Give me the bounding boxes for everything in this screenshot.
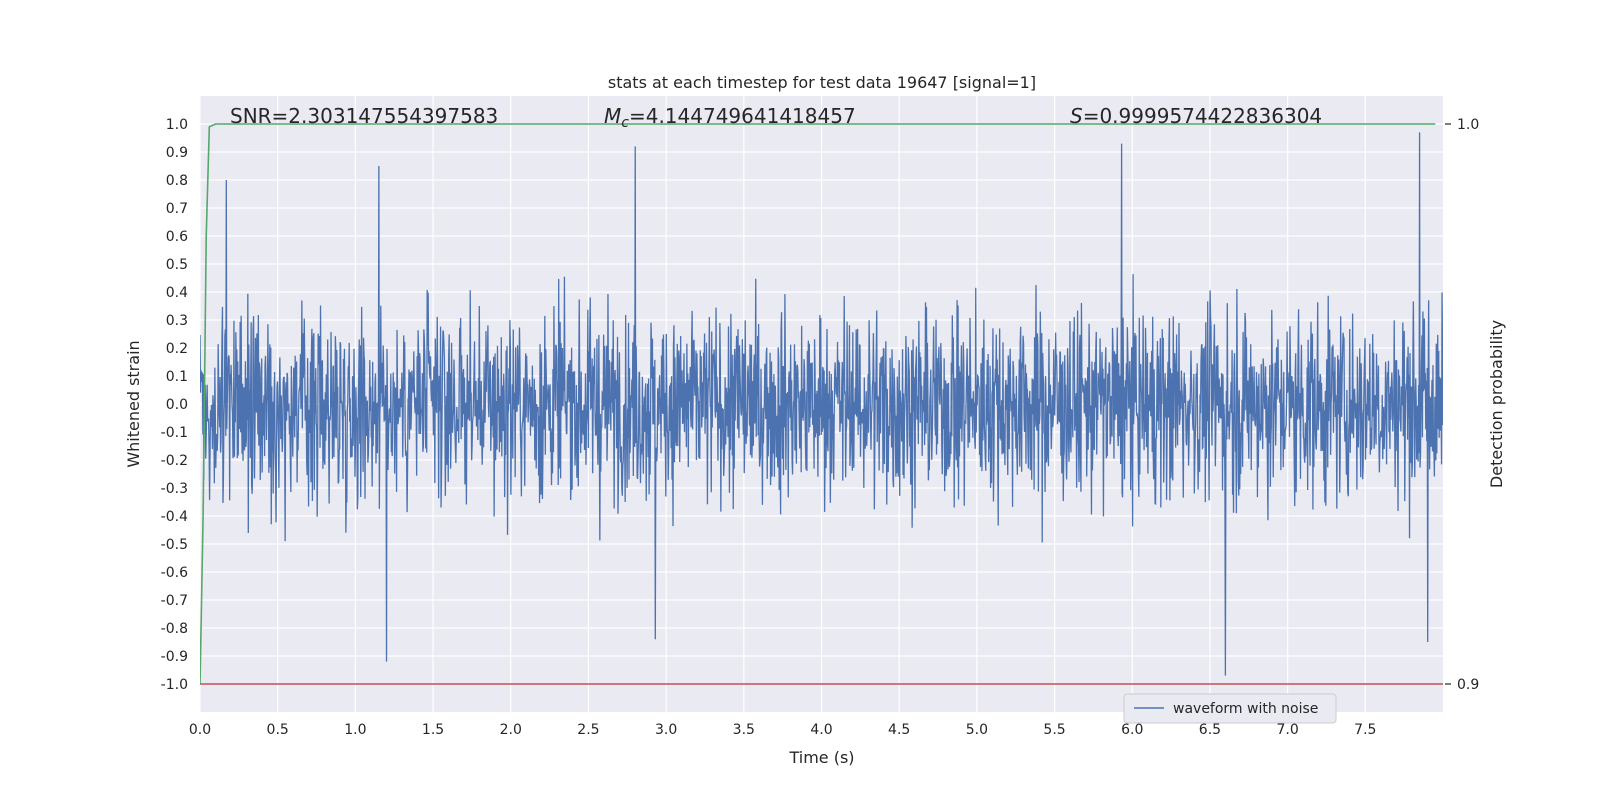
y2-axis-ticks: 1.0 0.9 [1445,117,1479,693]
x-tick-label: 5.0 [966,722,988,738]
s-annotation: S=0.9999574422836304 [1070,104,1322,128]
y-tick-label: 0.2 [166,341,188,357]
chart-title: stats at each timestep for test data 196… [608,73,1036,92]
legend: waveform with noise [1123,693,1337,724]
y-tick-label: -0.7 [161,593,188,609]
y-tick-label: 0.1 [166,369,188,385]
y-tick-label: 0.6 [166,229,188,245]
y-tick-label: 1.0 [166,117,188,133]
y-tick-label: -0.9 [161,649,188,665]
y-tick-label: -0.8 [161,621,188,637]
x-tick-label: 4.0 [810,722,832,738]
snr-annotation: SNR=2.303147554397583 [230,104,498,128]
y2-axis-label: Detection probability [1487,320,1506,488]
y-tick-label: -0.3 [161,481,188,497]
s-value: =0.9999574422836304 [1083,104,1322,128]
y-tick-label: -0.6 [161,565,188,581]
y2-tick-label: 1.0 [1457,117,1479,133]
x-tick-label: 6.5 [1199,722,1221,738]
chirp-mass-value: =4.144749641418457 [629,104,856,128]
y-tick-label: -0.5 [161,537,188,553]
x-tick-label: 1.0 [344,722,366,738]
chirp-mass-annotation: Mc=4.144749641418457 [604,104,856,131]
x-tick-label: 7.5 [1354,722,1376,738]
y-tick-label: 0.5 [166,257,188,273]
y-tick-label: 0.4 [166,285,188,301]
x-tick-label: 0.5 [267,722,289,738]
legend-label-waveform: waveform with noise [1173,701,1318,717]
x-axis-label: Time (s) [788,748,854,767]
detection-probability-line [200,123,1436,685]
y-tick-label: -1.0 [161,677,188,693]
y-tick-label: -0.1 [161,425,188,441]
x-tick-label: 2.5 [577,722,599,738]
chirp-mass-symbol: M [604,104,621,128]
x-tick-label: 2.0 [500,722,522,738]
y-tick-label: 0.7 [166,201,188,217]
y-tick-label: -0.4 [161,509,188,525]
y-axis-ticks: 1.0 0.9 0.8 0.7 0.6 0.5 0.4 0.3 0.2 0.1 0.0 -0.1 -0.… [161,117,188,693]
x-tick-label: 4.5 [888,722,910,738]
x-tick-label: 0.0 [189,722,211,738]
x-axis-ticks: 0.0 0.5 1.0 1.5 2.0 2.5 3.0 3.5 4.0 4.5 5.0 5.5 6.0 6… [189,722,1377,738]
legend-box [1123,693,1337,724]
y2-tick-label: 0.9 [1457,677,1479,693]
x-tick-label: 6.0 [1121,722,1143,738]
y-tick-label: 0.3 [166,313,188,329]
y-tick-label: 0.0 [166,397,188,413]
y-tick-label: 0.8 [166,173,188,189]
x-tick-label: 1.5 [422,722,444,738]
x-tick-label: 5.5 [1043,722,1065,738]
x-tick-label: 7.0 [1276,722,1298,738]
y-tick-label: -0.2 [161,453,188,469]
x-tick-label: 3.0 [655,722,677,738]
y-tick-label: 0.9 [166,145,188,161]
waveform-line [200,132,1443,676]
y-axis-label: Whitened strain [124,340,143,467]
x-tick-label: 3.5 [733,722,755,738]
chirp-mass-subscript: c [621,115,629,131]
s-symbol: S [1070,104,1083,128]
